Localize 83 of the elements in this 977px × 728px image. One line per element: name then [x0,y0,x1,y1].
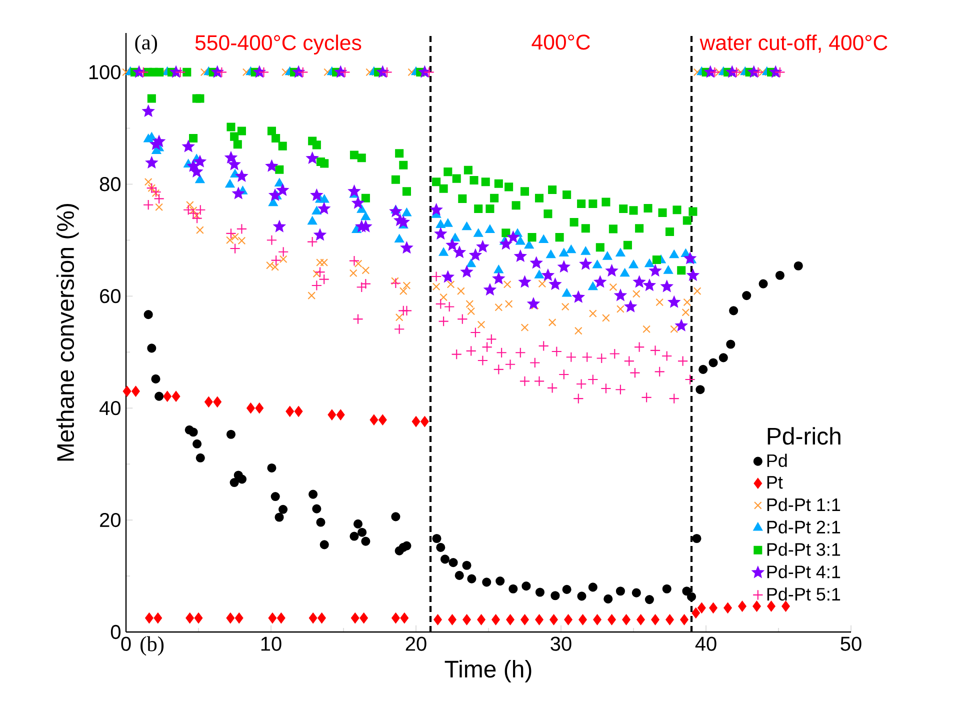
point [154,612,162,624]
point [520,614,529,626]
point [360,612,368,624]
legend-label: Pd-Pt 1:1 [767,498,840,512]
point [328,409,336,420]
y-axis-title: Methane conversion (%) [56,204,79,461]
y-tick-label: 20 [100,512,120,528]
point [578,614,587,626]
x-tick-label: 20 [406,636,426,651]
point [204,396,213,408]
x-axis-title: Time (h) [444,660,532,682]
point [724,602,732,614]
point [622,614,630,626]
x-tick-label: 0 [121,636,131,651]
point [782,600,790,612]
legend-title: Pd-rich [768,427,840,445]
point [666,614,674,626]
x-tick-label: 40 [695,636,716,651]
y-tick-label: 100 [89,65,120,80]
point [738,600,746,612]
y-tick-label: 0 [110,624,120,640]
point [506,614,514,626]
legend-label: Pd [767,454,787,468]
legend-label: Pt [767,476,783,489]
legend-label: Pd-Pt 5:1 [767,587,840,601]
x-tick-label: 10 [261,636,282,651]
annotation: 550-400°C cycles [195,34,362,54]
point [378,414,387,426]
point [636,614,645,626]
legend-label: Pd-Pt 4:1 [767,565,840,578]
legend-label: Pd-Pt 3:1 [767,542,840,556]
annotation: 400°C [532,34,590,50]
point [692,608,700,618]
point [608,614,616,626]
point [412,416,420,427]
point [492,614,500,626]
point [145,612,154,624]
annotation: (a) [135,34,158,54]
point [400,612,409,624]
point [392,612,400,624]
point [268,612,277,624]
point [350,612,360,624]
point [448,614,456,626]
point [420,416,429,427]
y-tick-label: 60 [100,289,120,304]
y-tick-label: 80 [100,177,120,192]
point [752,600,761,612]
point [226,612,235,624]
y-tick-label: 40 [100,400,120,416]
point [318,612,326,624]
point [172,390,180,402]
text: (b) [140,636,164,656]
point [277,612,286,624]
point [767,600,776,612]
point [709,602,718,614]
point [194,612,203,624]
x-tick-label: 30 [550,636,572,651]
point [477,614,486,626]
point [336,409,345,420]
x-tick-label: 50 [840,636,862,651]
point [308,612,318,624]
point [680,614,688,626]
point [698,602,706,614]
point [564,614,572,626]
point [370,414,378,426]
point [434,614,442,626]
point [246,402,255,414]
point [186,612,194,624]
point [593,614,602,626]
point [462,614,471,626]
point [122,386,132,397]
point [213,396,222,408]
annotation: water cut-off, 400°C [700,34,888,53]
point [294,406,303,417]
legend-label: Pd-Pt 2:1 [767,520,840,534]
point [535,614,544,626]
point [651,614,660,626]
point [550,614,558,626]
point [132,386,140,397]
point [286,406,294,417]
point [255,402,264,414]
point [234,612,244,624]
point [163,390,172,402]
